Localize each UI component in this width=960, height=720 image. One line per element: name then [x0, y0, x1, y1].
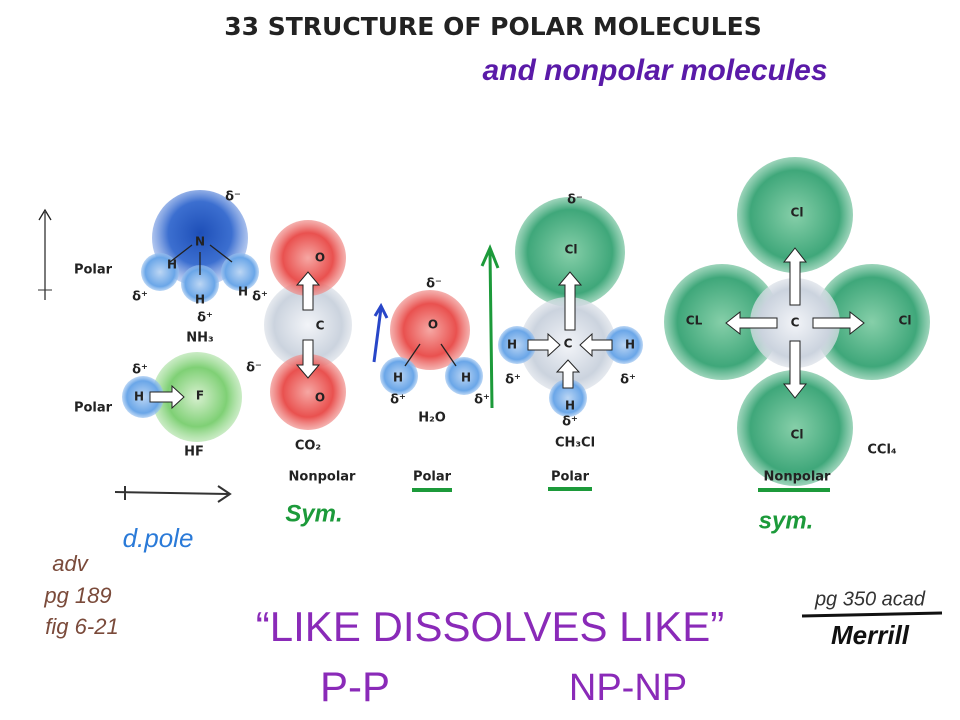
ccl4-model	[664, 157, 930, 486]
atom-label: H	[565, 399, 575, 413]
formula: H₂O	[418, 411, 446, 426]
classification: Nonpolar	[289, 470, 357, 485]
atom-label: Cl	[791, 428, 804, 442]
atom-label: F	[196, 389, 204, 403]
partial-charge: δ⁻	[426, 277, 442, 292]
partial-charge: δ⁺	[132, 363, 148, 378]
atom-label: H	[134, 390, 144, 404]
hf-model	[122, 352, 242, 442]
pair-note: NP-NP	[569, 667, 687, 709]
title: 33 STRUCTURE OF POLAR MOLECULES	[224, 12, 761, 41]
formula: HF	[184, 445, 204, 460]
hand-arrow	[480, 244, 500, 409]
dipole-note: d.pole	[123, 523, 194, 553]
atom-label: C	[791, 316, 800, 330]
hand-arrow	[114, 485, 232, 503]
atom-label: C	[316, 319, 325, 333]
reference-note: fig 6-21	[45, 614, 118, 639]
partial-charge: δ⁻	[567, 193, 583, 208]
classification: Nonpolar	[764, 470, 832, 485]
classification: Polar	[551, 470, 590, 485]
atom-label: Cl	[791, 206, 804, 220]
partial-charge: δ⁺	[197, 311, 213, 326]
atom-label: O	[315, 391, 325, 405]
partial-charge: δ⁺	[474, 393, 490, 408]
slogan: “LIKE DISSOLVES LIKE”	[256, 603, 724, 650]
classification: Polar	[413, 470, 452, 485]
partial-charge: δ⁺	[562, 415, 578, 430]
partial-charge: δ⁺	[132, 290, 148, 305]
atom-label: N	[195, 235, 205, 249]
reference-note: pg 189	[43, 583, 111, 608]
underline	[801, 611, 943, 618]
formula: CH₃Cl	[555, 436, 595, 451]
partial-charge: δ⁺	[252, 290, 268, 305]
atom-label: H	[507, 338, 517, 352]
atom-label: Cl	[565, 243, 578, 257]
reference-note: pg 350 acad	[814, 588, 926, 610]
formula: NH₃	[186, 331, 213, 346]
ch3cl-model	[498, 197, 643, 417]
atom-label: H	[195, 293, 205, 307]
partial-charge: δ⁺	[620, 373, 636, 388]
atom-label: O	[428, 318, 438, 332]
formula: CO₂	[295, 439, 321, 454]
polarity-axis	[38, 208, 52, 300]
symmetry-note: Sym.	[285, 500, 342, 527]
h2o-model	[380, 290, 483, 395]
atom-label: H	[393, 371, 403, 385]
reference-note: Merrill	[831, 620, 910, 650]
co2-model	[264, 220, 352, 430]
row-label: Polar	[74, 401, 113, 416]
atom-label: H	[167, 258, 177, 272]
partial-charge: δ⁻	[246, 361, 262, 376]
hand-arrow	[372, 302, 389, 363]
formula: CCl₄	[867, 443, 897, 458]
partial-charge: δ⁺	[390, 393, 406, 408]
symmetry-note: sym.	[759, 507, 814, 534]
nh3-model	[141, 190, 259, 303]
atom-label: C	[564, 337, 573, 351]
handwritten-subtitle: and nonpolar molecules	[482, 54, 827, 87]
partial-charge: δ⁻	[225, 190, 241, 205]
atom-label: CL	[686, 314, 703, 328]
atom-label: O	[315, 251, 325, 265]
atom-label: H	[625, 338, 635, 352]
atom-label: H	[461, 371, 471, 385]
pair-note: P-P	[320, 663, 390, 710]
row-label: Polar	[74, 263, 113, 278]
atom-label: H	[238, 285, 248, 299]
partial-charge: δ⁺	[505, 373, 521, 388]
atom-label: Cl	[899, 314, 912, 328]
reference-note: adv	[52, 551, 89, 576]
